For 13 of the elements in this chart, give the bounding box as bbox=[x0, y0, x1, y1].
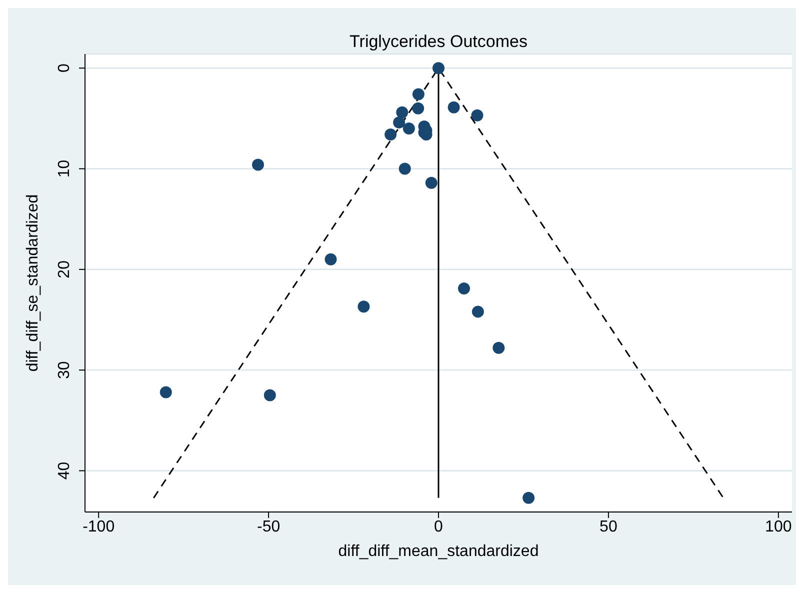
chart-title: Triglycerides Outcomes bbox=[348, 32, 528, 52]
x-tick-label: 0 bbox=[434, 518, 444, 536]
x-tick-label: -100 bbox=[82, 518, 115, 536]
y-tick-label: 20 bbox=[56, 260, 73, 278]
y-tick-label: 30 bbox=[56, 361, 73, 379]
y-tick-label: 10 bbox=[56, 160, 73, 178]
y-tick-label: 0 bbox=[56, 64, 73, 73]
y-tick-label: 40 bbox=[56, 462, 73, 480]
x-tick-label: -50 bbox=[256, 518, 280, 536]
x-axis-title: diff_diff_mean_standardized bbox=[338, 543, 539, 560]
x-tick-label: 100 bbox=[765, 518, 792, 536]
x-tick-label: 50 bbox=[600, 518, 618, 536]
y-axis-title: diff_diff_se_standardized bbox=[24, 194, 42, 372]
